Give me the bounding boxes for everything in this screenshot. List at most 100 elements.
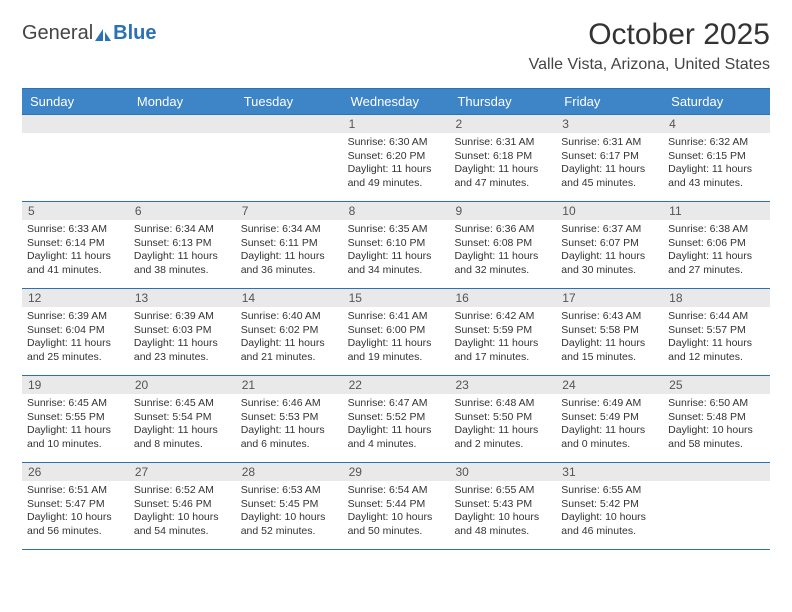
sail-icon: [95, 27, 113, 41]
daylight-line: Daylight: 11 hours and 41 minutes.: [27, 250, 124, 277]
day-cell: 17Sunrise: 6:43 AMSunset: 5:58 PMDayligh…: [556, 289, 663, 375]
day-body: Sunrise: 6:37 AMSunset: 6:07 PMDaylight:…: [556, 220, 663, 282]
day-cell: 8Sunrise: 6:35 AMSunset: 6:10 PMDaylight…: [343, 202, 450, 288]
day-body: Sunrise: 6:39 AMSunset: 6:03 PMDaylight:…: [129, 307, 236, 369]
calendar-grid: Sunday Monday Tuesday Wednesday Thursday…: [22, 88, 770, 550]
day-number: 4: [663, 115, 770, 133]
day-body: Sunrise: 6:51 AMSunset: 5:47 PMDaylight:…: [22, 481, 129, 543]
day-body: Sunrise: 6:31 AMSunset: 6:17 PMDaylight:…: [556, 133, 663, 195]
day-cell: 10Sunrise: 6:37 AMSunset: 6:07 PMDayligh…: [556, 202, 663, 288]
week-row: 1Sunrise: 6:30 AMSunset: 6:20 PMDaylight…: [22, 114, 770, 201]
sunset-line: Sunset: 5:52 PM: [348, 411, 445, 425]
day-body: Sunrise: 6:30 AMSunset: 6:20 PMDaylight:…: [343, 133, 450, 195]
sunrise-line: Sunrise: 6:39 AM: [134, 310, 231, 324]
day-number: 25: [663, 376, 770, 394]
sunset-line: Sunset: 6:11 PM: [241, 237, 338, 251]
day-cell: 24Sunrise: 6:49 AMSunset: 5:49 PMDayligh…: [556, 376, 663, 462]
daylight-line: Daylight: 11 hours and 12 minutes.: [668, 337, 765, 364]
dayname-tue: Tuesday: [236, 89, 343, 114]
daylight-line: Daylight: 11 hours and 27 minutes.: [668, 250, 765, 277]
sunset-line: Sunset: 6:07 PM: [561, 237, 658, 251]
sunrise-line: Sunrise: 6:30 AM: [348, 136, 445, 150]
day-body: Sunrise: 6:35 AMSunset: 6:10 PMDaylight:…: [343, 220, 450, 282]
day-number: 8: [343, 202, 450, 220]
day-cell: 29Sunrise: 6:54 AMSunset: 5:44 PMDayligh…: [343, 463, 450, 549]
daylight-line: Daylight: 10 hours and 48 minutes.: [454, 511, 551, 538]
sunset-line: Sunset: 6:04 PM: [27, 324, 124, 338]
brand-word1: General: [22, 22, 93, 45]
sunrise-line: Sunrise: 6:31 AM: [561, 136, 658, 150]
day-number: 3: [556, 115, 663, 133]
daylight-line: Daylight: 10 hours and 54 minutes.: [134, 511, 231, 538]
day-number: 5: [22, 202, 129, 220]
daylight-line: Daylight: 10 hours and 46 minutes.: [561, 511, 658, 538]
day-body: Sunrise: 6:48 AMSunset: 5:50 PMDaylight:…: [449, 394, 556, 456]
dayname-wed: Wednesday: [343, 89, 450, 114]
day-cell: 3Sunrise: 6:31 AMSunset: 6:17 PMDaylight…: [556, 115, 663, 201]
day-number: 14: [236, 289, 343, 307]
sunset-line: Sunset: 5:55 PM: [27, 411, 124, 425]
day-body: Sunrise: 6:46 AMSunset: 5:53 PMDaylight:…: [236, 394, 343, 456]
week-row: 26Sunrise: 6:51 AMSunset: 5:47 PMDayligh…: [22, 462, 770, 549]
sunrise-line: Sunrise: 6:31 AM: [454, 136, 551, 150]
sunset-line: Sunset: 6:17 PM: [561, 150, 658, 164]
daylight-line: Daylight: 11 hours and 6 minutes.: [241, 424, 338, 451]
sunset-line: Sunset: 6:18 PM: [454, 150, 551, 164]
day-body: Sunrise: 6:55 AMSunset: 5:43 PMDaylight:…: [449, 481, 556, 543]
day-body: Sunrise: 6:50 AMSunset: 5:48 PMDaylight:…: [663, 394, 770, 456]
sunrise-line: Sunrise: 6:48 AM: [454, 397, 551, 411]
day-cell: 12Sunrise: 6:39 AMSunset: 6:04 PMDayligh…: [22, 289, 129, 375]
day-body: Sunrise: 6:54 AMSunset: 5:44 PMDaylight:…: [343, 481, 450, 543]
sunrise-line: Sunrise: 6:40 AM: [241, 310, 338, 324]
sunset-line: Sunset: 5:43 PM: [454, 498, 551, 512]
day-cell: 11Sunrise: 6:38 AMSunset: 6:06 PMDayligh…: [663, 202, 770, 288]
daylight-line: Daylight: 10 hours and 58 minutes.: [668, 424, 765, 451]
sunset-line: Sunset: 5:53 PM: [241, 411, 338, 425]
sunset-line: Sunset: 6:10 PM: [348, 237, 445, 251]
day-cell: 6Sunrise: 6:34 AMSunset: 6:13 PMDaylight…: [129, 202, 236, 288]
day-cell: [129, 115, 236, 201]
day-cell: 26Sunrise: 6:51 AMSunset: 5:47 PMDayligh…: [22, 463, 129, 549]
sunset-line: Sunset: 6:06 PM: [668, 237, 765, 251]
day-body: Sunrise: 6:53 AMSunset: 5:45 PMDaylight:…: [236, 481, 343, 543]
sunrise-line: Sunrise: 6:49 AM: [561, 397, 658, 411]
day-body: Sunrise: 6:34 AMSunset: 6:13 PMDaylight:…: [129, 220, 236, 282]
sunrise-line: Sunrise: 6:33 AM: [27, 223, 124, 237]
day-body: Sunrise: 6:38 AMSunset: 6:06 PMDaylight:…: [663, 220, 770, 282]
day-number: 19: [22, 376, 129, 394]
sunrise-line: Sunrise: 6:54 AM: [348, 484, 445, 498]
day-number: [22, 115, 129, 133]
daylight-line: Daylight: 11 hours and 43 minutes.: [668, 163, 765, 190]
day-number: 6: [129, 202, 236, 220]
sunrise-line: Sunrise: 6:39 AM: [27, 310, 124, 324]
day-body: Sunrise: 6:45 AMSunset: 5:54 PMDaylight:…: [129, 394, 236, 456]
day-cell: 28Sunrise: 6:53 AMSunset: 5:45 PMDayligh…: [236, 463, 343, 549]
daylight-line: Daylight: 11 hours and 30 minutes.: [561, 250, 658, 277]
day-number: 24: [556, 376, 663, 394]
daylight-line: Daylight: 10 hours and 52 minutes.: [241, 511, 338, 538]
day-cell: 19Sunrise: 6:45 AMSunset: 5:55 PMDayligh…: [22, 376, 129, 462]
daylight-line: Daylight: 11 hours and 2 minutes.: [454, 424, 551, 451]
sunrise-line: Sunrise: 6:46 AM: [241, 397, 338, 411]
day-number: [663, 463, 770, 481]
day-cell: 13Sunrise: 6:39 AMSunset: 6:03 PMDayligh…: [129, 289, 236, 375]
dayname-fri: Friday: [556, 89, 663, 114]
sunset-line: Sunset: 5:58 PM: [561, 324, 658, 338]
sunrise-line: Sunrise: 6:43 AM: [561, 310, 658, 324]
sunset-line: Sunset: 5:45 PM: [241, 498, 338, 512]
daylight-line: Daylight: 11 hours and 10 minutes.: [27, 424, 124, 451]
daylight-line: Daylight: 11 hours and 45 minutes.: [561, 163, 658, 190]
sunset-line: Sunset: 5:59 PM: [454, 324, 551, 338]
day-number: 2: [449, 115, 556, 133]
day-number: 12: [22, 289, 129, 307]
sunset-line: Sunset: 6:15 PM: [668, 150, 765, 164]
day-cell: 7Sunrise: 6:34 AMSunset: 6:11 PMDaylight…: [236, 202, 343, 288]
sunrise-line: Sunrise: 6:55 AM: [561, 484, 658, 498]
day-body: Sunrise: 6:42 AMSunset: 5:59 PMDaylight:…: [449, 307, 556, 369]
daylight-line: Daylight: 11 hours and 34 minutes.: [348, 250, 445, 277]
sunrise-line: Sunrise: 6:50 AM: [668, 397, 765, 411]
sunset-line: Sunset: 5:44 PM: [348, 498, 445, 512]
sunrise-line: Sunrise: 6:42 AM: [454, 310, 551, 324]
sunset-line: Sunset: 5:54 PM: [134, 411, 231, 425]
day-number: 7: [236, 202, 343, 220]
